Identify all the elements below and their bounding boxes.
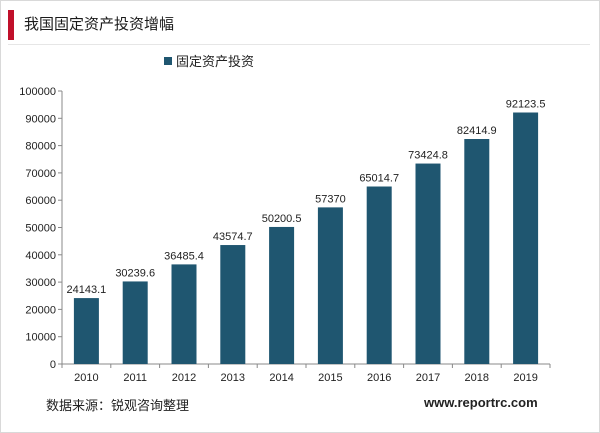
y-tick-label: 0 bbox=[50, 359, 56, 371]
x-tick-label: 2011 bbox=[123, 372, 147, 384]
x-tick-label: 2012 bbox=[172, 372, 196, 384]
x-tick-label: 2019 bbox=[513, 372, 537, 384]
y-tick-label: 30000 bbox=[25, 277, 56, 289]
x-tick-label: 2018 bbox=[465, 372, 489, 384]
bar bbox=[513, 112, 539, 365]
y-tick-label: 60000 bbox=[25, 195, 56, 207]
bar bbox=[366, 186, 392, 364]
data-label: 43574.7 bbox=[213, 231, 253, 243]
x-tick-label: 2010 bbox=[74, 372, 98, 384]
data-label: 36485.4 bbox=[164, 250, 204, 262]
bar bbox=[415, 163, 441, 364]
y-tick-label: 80000 bbox=[25, 141, 56, 153]
website-url: www.reportrc.com bbox=[424, 395, 538, 410]
y-tick-label: 100000 bbox=[19, 86, 56, 98]
data-label: 82414.9 bbox=[457, 125, 497, 137]
legend-swatch bbox=[164, 57, 172, 65]
bar bbox=[464, 139, 490, 364]
y-tick-label: 50000 bbox=[25, 223, 56, 235]
y-tick-label: 10000 bbox=[25, 332, 56, 344]
data-source: 数据来源：锐观咨询整理 bbox=[46, 399, 190, 414]
x-tick-label: 2013 bbox=[221, 372, 245, 384]
legend-label: 固定资产投资 bbox=[176, 54, 254, 70]
title-divider bbox=[8, 44, 590, 45]
data-label: 57370 bbox=[315, 193, 346, 205]
y-tick-label: 70000 bbox=[25, 168, 56, 180]
x-tick-label: 2014 bbox=[269, 372, 293, 384]
x-axis: 2010 2011 2012 2013 2014 2015 2016 2017 2018 2019 bbox=[61, 363, 551, 384]
bar-series: 24143.1 30239.6 36485.4 43574.7 50200.5 57370… bbox=[67, 99, 546, 365]
bar bbox=[122, 281, 148, 364]
bar bbox=[171, 264, 197, 364]
data-label: 92123.5 bbox=[506, 99, 546, 111]
y-tick-label: 90000 bbox=[25, 113, 56, 125]
data-label: 30239.6 bbox=[115, 267, 155, 279]
legend: 固定资产投资 bbox=[164, 54, 254, 70]
x-tick-label: 2016 bbox=[367, 372, 391, 384]
x-tick-label: 2015 bbox=[318, 372, 342, 384]
y-tick-label: 40000 bbox=[25, 250, 56, 262]
data-label: 24143.1 bbox=[67, 284, 107, 296]
bar bbox=[220, 245, 246, 364]
y-tick-label: 20000 bbox=[25, 304, 56, 316]
title-accent-bar bbox=[8, 10, 14, 40]
y-axis: 0 10000 20000 30000 40000 50000 60000 70000 8000… bbox=[19, 86, 63, 371]
bar bbox=[73, 298, 99, 364]
bar bbox=[317, 207, 343, 364]
data-label: 65014.7 bbox=[359, 173, 399, 185]
data-label: 50200.5 bbox=[262, 213, 302, 225]
bar bbox=[269, 226, 295, 364]
page-title: 我国固定资产投资增幅 bbox=[24, 15, 175, 33]
data-label: 73424.8 bbox=[408, 150, 448, 162]
x-tick-label: 2017 bbox=[416, 372, 440, 384]
